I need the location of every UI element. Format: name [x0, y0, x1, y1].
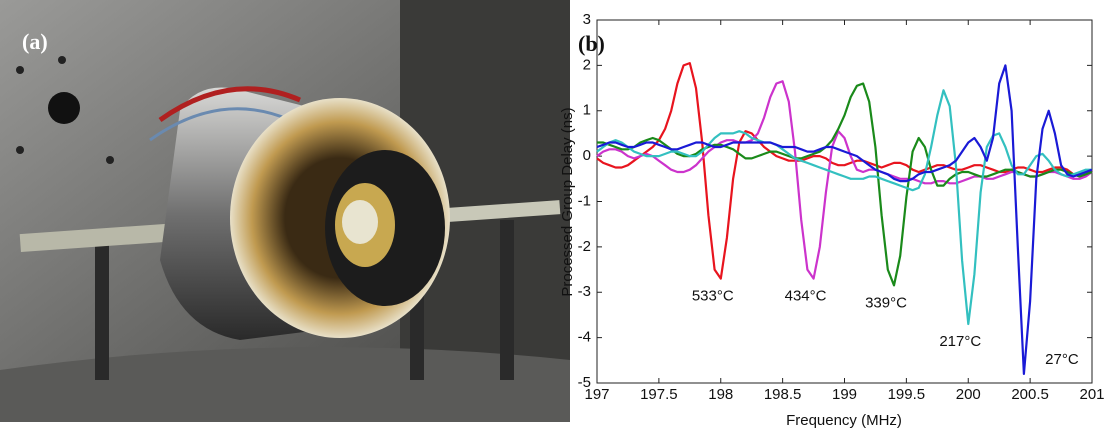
panel-label: (b)	[578, 31, 605, 56]
y-tick-label: -1	[578, 192, 591, 209]
y-tick-label: -3	[578, 283, 591, 300]
x-tick-label: 197.5	[640, 386, 678, 403]
x-tick-label: 200.5	[1011, 386, 1049, 403]
y-tick-label: 1	[583, 102, 591, 119]
series-annotation: 434°C	[785, 288, 827, 305]
x-tick-label: 198.5	[764, 386, 802, 403]
photo	[0, 0, 570, 422]
series-annotation: 533°C	[692, 288, 734, 305]
y-tick-label: 0	[583, 147, 591, 164]
series-line	[597, 82, 1093, 287]
series-annotation: 339°C	[865, 294, 907, 311]
panel-label: (a)	[22, 29, 48, 54]
x-tick-label: 197	[584, 386, 609, 403]
y-tick-label: -5	[578, 374, 591, 391]
y-tick-label: -2	[578, 238, 591, 255]
x-tick-label: 198	[708, 386, 733, 403]
y-tick-label: 2	[583, 56, 591, 73]
plot-frame	[596, 19, 1093, 384]
series-annotation: 27°C	[1045, 351, 1079, 368]
x-axis-label: Frequency (MHz)	[786, 412, 902, 429]
series-line	[596, 64, 1093, 375]
y-tick-label: -4	[578, 329, 591, 346]
x-tick-label: 199	[832, 386, 857, 403]
y-tick-label: 3	[583, 11, 591, 28]
series-line	[596, 89, 1092, 326]
series-line	[596, 80, 1093, 280]
x-tick-label: 200	[956, 386, 981, 403]
series-annotation: 217°C	[939, 333, 981, 350]
x-tick-label: 201	[1079, 386, 1104, 403]
y-axis-label: Processed Group Delay (ns)	[559, 107, 576, 296]
x-tick-label: 199.5	[888, 386, 926, 403]
